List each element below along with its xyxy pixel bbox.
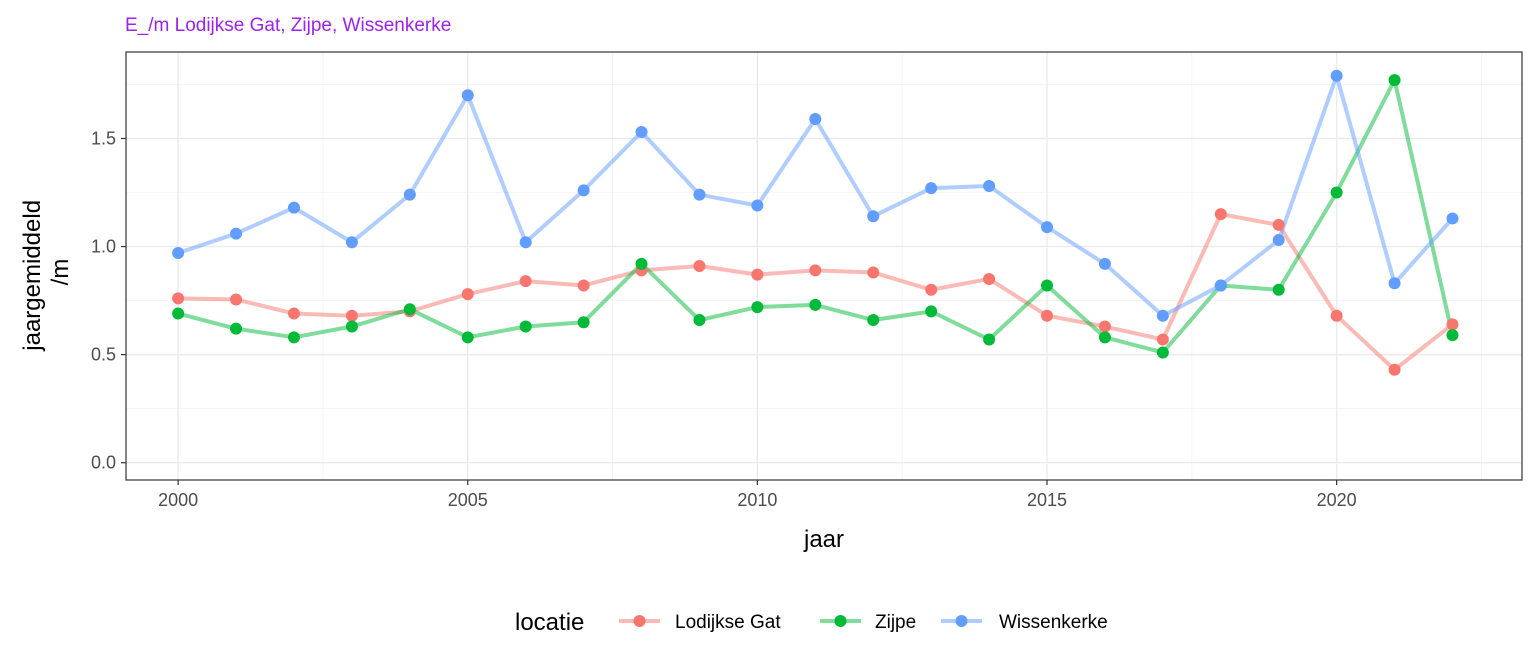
data-point-lodijkse-gat <box>1156 333 1169 346</box>
legend-label-zijpe: Zijpe <box>875 612 916 633</box>
legend-key-wissenkerke: Wissenkerke <box>941 612 1108 633</box>
data-point-lodijkse-gat <box>345 309 358 322</box>
data-point-zijpe <box>172 307 185 320</box>
data-point-wissenkerke <box>925 182 938 195</box>
data-point-lodijkse-gat <box>461 288 474 301</box>
data-point-zijpe <box>1272 283 1285 296</box>
grid-lines <box>126 52 1522 480</box>
data-point-wissenkerke <box>1156 309 1169 322</box>
legend-point-wissenkerke <box>955 615 968 627</box>
data-point-lodijkse-gat <box>1272 218 1285 231</box>
data-point-lodijkse-gat <box>1330 309 1343 322</box>
data-point-lodijkse-gat <box>1446 318 1459 331</box>
y-axis-title-line-2: /m <box>47 259 74 286</box>
data-point-wissenkerke <box>809 113 822 126</box>
data-point-zijpe <box>287 331 300 344</box>
data-point-lodijkse-gat <box>751 268 764 281</box>
data-point-lodijkse-gat <box>1041 309 1054 322</box>
y-axis-title-line-1: jaargemiddeld <box>19 200 46 352</box>
data-point-zijpe <box>1330 186 1343 199</box>
data-point-zijpe <box>1446 329 1459 342</box>
data-point-wissenkerke <box>577 184 590 197</box>
data-point-wissenkerke <box>230 227 243 240</box>
data-point-wissenkerke <box>751 199 764 212</box>
plot-background <box>126 52 1522 480</box>
x-tick-label: 2015 <box>1027 490 1067 510</box>
data-point-lodijkse-gat <box>577 279 590 292</box>
x-tick-label: 2000 <box>158 490 198 510</box>
data-point-wissenkerke <box>1330 69 1343 82</box>
y-tick-label: 1.0 <box>91 237 116 257</box>
data-point-zijpe <box>461 331 474 344</box>
legend-key-zijpe: Zijpe <box>820 612 916 633</box>
chart-title: E_/m Lodijkse Gat, Zijpe, Wissenkerke <box>125 15 451 36</box>
data-point-lodijkse-gat <box>1214 208 1227 221</box>
legend-label-lodijkse-gat: Lodijkse Gat <box>675 612 781 633</box>
data-point-zijpe <box>519 320 532 333</box>
data-point-zijpe <box>1156 346 1169 359</box>
data-point-lodijkse-gat <box>983 272 996 285</box>
data-point-zijpe <box>1098 331 1111 344</box>
data-point-lodijkse-gat <box>172 292 185 305</box>
data-point-lodijkse-gat <box>287 307 300 320</box>
data-point-lodijkse-gat <box>867 266 880 279</box>
data-point-lodijkse-gat <box>693 260 706 272</box>
data-point-zijpe <box>577 316 590 329</box>
data-point-wissenkerke <box>635 125 648 138</box>
data-point-wissenkerke <box>461 89 474 102</box>
y-tick-label: 1.5 <box>91 128 116 148</box>
data-point-zijpe <box>867 314 880 327</box>
data-point-zijpe <box>925 305 938 318</box>
y-tick-label: 0.5 <box>91 345 116 365</box>
plot-border <box>125 51 1523 481</box>
data-point-wissenkerke <box>519 236 532 249</box>
legend-key-lodijkse-gat: Lodijkse Gat <box>619 612 781 633</box>
data-point-wissenkerke <box>1214 279 1227 292</box>
data-point-wissenkerke <box>345 236 358 249</box>
data-point-wissenkerke <box>403 188 416 201</box>
data-point-wissenkerke <box>1098 257 1111 270</box>
x-axis-title: jaar <box>803 526 844 553</box>
data-point-lodijkse-gat <box>1388 363 1401 376</box>
data-point-wissenkerke <box>287 201 300 214</box>
legend-label-wissenkerke: Wissenkerke <box>999 612 1108 633</box>
data-point-zijpe <box>403 303 416 316</box>
data-point-zijpe <box>1041 279 1054 292</box>
data-point-lodijkse-gat <box>519 275 532 288</box>
data-point-zijpe <box>809 298 822 311</box>
data-point-wissenkerke <box>1388 277 1401 290</box>
data-point-zijpe <box>345 320 358 333</box>
data-point-wissenkerke <box>172 247 185 260</box>
data-point-wissenkerke <box>1446 212 1459 225</box>
data-point-lodijkse-gat <box>1098 320 1111 333</box>
data-point-zijpe <box>230 322 243 335</box>
x-tick-label: 2020 <box>1317 490 1357 510</box>
data-point-wissenkerke <box>693 188 706 201</box>
x-tick-label: 2005 <box>448 490 488 510</box>
x-tick-label: 2010 <box>737 490 777 510</box>
data-point-lodijkse-gat <box>809 264 822 277</box>
y-axis-title: jaargemiddeld /m <box>19 193 74 351</box>
data-point-zijpe <box>983 333 996 346</box>
data-point-lodijkse-gat <box>230 293 243 306</box>
series-points <box>172 69 1459 376</box>
axis-ticks: 2000 2005 2010 2015 2020 0.0 0.5 1.0 1.5 <box>91 128 1357 510</box>
data-point-wissenkerke <box>867 210 880 223</box>
data-point-zijpe <box>751 301 764 314</box>
legend-point-zijpe <box>834 615 847 627</box>
data-point-wissenkerke <box>1272 234 1285 247</box>
data-point-wissenkerke <box>1041 221 1054 234</box>
legend: locatie Lodijkse Gat Zijpe Wissenkerke <box>515 609 1108 636</box>
data-point-zijpe <box>635 257 648 270</box>
legend-title: locatie <box>515 609 584 636</box>
data-point-lodijkse-gat <box>925 283 938 296</box>
y-tick-label: 0.0 <box>91 453 116 473</box>
data-point-wissenkerke <box>983 180 996 193</box>
data-point-zijpe <box>693 314 706 327</box>
data-point-zijpe <box>1388 74 1401 87</box>
legend-point-lodijkse-gat <box>633 615 646 627</box>
